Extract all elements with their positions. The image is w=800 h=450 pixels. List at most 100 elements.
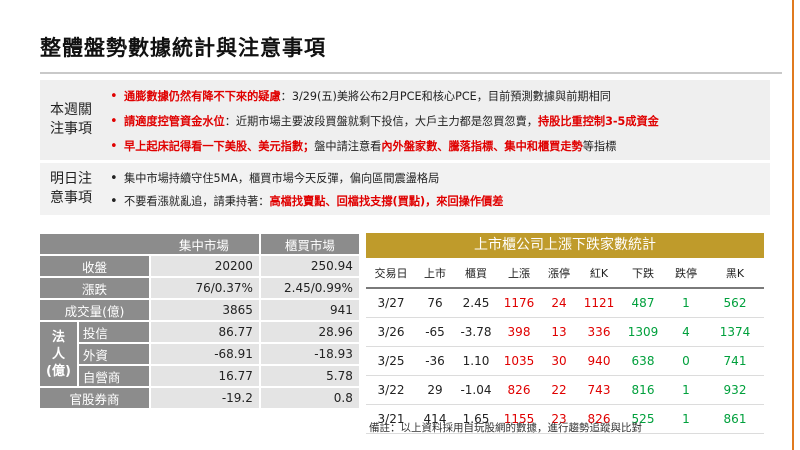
table-cell: 23 bbox=[540, 404, 578, 434]
row-label: 官股券商 bbox=[40, 388, 149, 408]
table-cell: 940 bbox=[578, 346, 620, 376]
weekly-note-emphasis: 請適度控管資金水位 bbox=[124, 115, 225, 128]
table-cell: 414 bbox=[416, 404, 454, 434]
twse-value: 16.77 bbox=[148, 366, 259, 386]
header-cell: 櫃買 bbox=[454, 258, 498, 289]
header-cell: 黑K bbox=[706, 258, 764, 289]
table-cell: 3/27 bbox=[366, 288, 416, 318]
weekly-note-text: 等指標 bbox=[582, 140, 617, 153]
table-cell: 816 bbox=[620, 375, 666, 405]
weekly-note-emphasis: 通膨數據仍然有降不下來的疑慮 bbox=[124, 90, 281, 103]
table-row: 3/22 29 -1.04 826 22 743 816 1 932 bbox=[366, 375, 764, 405]
weekly-notes-label-text: 本週關 注事項 bbox=[50, 102, 92, 137]
table-cell: 0 bbox=[666, 346, 706, 376]
table-cell: 1.10 bbox=[454, 346, 498, 376]
institutional-label-text: 法人 (億) bbox=[46, 329, 71, 379]
twse-value: 3865 bbox=[148, 300, 259, 320]
weekly-note-item: 通膨數據仍然有降不下來的疑慮：3/29(五)美將公布2月PCE和核心PCE，目前… bbox=[110, 84, 762, 109]
table-row: 3/25 -36 1.10 1035 30 940 638 0 741 bbox=[366, 346, 764, 376]
table-cell: 2.45 bbox=[454, 288, 498, 318]
table-cell: 1.65 bbox=[454, 404, 498, 434]
table-cell: 932 bbox=[706, 375, 764, 405]
table-cell: 3/22 bbox=[366, 375, 416, 405]
otc-value: -18.93 bbox=[258, 344, 359, 364]
table-cell: -3.78 bbox=[454, 317, 498, 347]
otc-value: 941 bbox=[258, 300, 359, 320]
table-row: 收盤 20200 250.94 bbox=[40, 256, 359, 276]
table-cell: 24 bbox=[540, 288, 578, 318]
table-cell: 4 bbox=[666, 317, 706, 347]
table-cell: 741 bbox=[706, 346, 764, 376]
table-cell: 1 bbox=[666, 404, 706, 434]
table-cell: -65 bbox=[416, 317, 454, 347]
weekly-note-text: ：3/29(五)美將公布2月PCE和核心PCE，目前預測數據與前期相同 bbox=[280, 90, 611, 103]
header-cell: 紅K bbox=[578, 258, 620, 289]
otc-value: 0.8 bbox=[258, 388, 359, 408]
advance-decline-panel: 上市櫃公司上漲下跌家數統計 交易日 上市 櫃買 上漲 漲停 紅K 下跌 跌停 黑K 3/27 76… bbox=[366, 233, 764, 434]
otc-value: 250.94 bbox=[258, 256, 359, 276]
table-cell: 562 bbox=[706, 288, 764, 318]
row-label: 成交量(億) bbox=[40, 300, 149, 320]
table-row: 外資 -68.91 -18.93 bbox=[40, 344, 359, 364]
row-label: 漲跌 bbox=[40, 278, 149, 298]
table-cell: 826 bbox=[578, 404, 620, 434]
weekly-note-item: 早上起床記得看一下美股、美元指數；盤中請注意看內外盤家數、騰落指標、集中和櫃買走… bbox=[110, 134, 762, 159]
institutional-label: 法人 (億) bbox=[40, 322, 79, 386]
tomorrow-notes-label-text: 明日注 意事項 bbox=[50, 171, 92, 206]
table-cell: 29 bbox=[416, 375, 454, 405]
table-cell: 1155 bbox=[498, 404, 540, 434]
table-cell: 1035 bbox=[498, 346, 540, 376]
weekly-note-text: ：近期市場主要波段買盤就剩下投信，大戶主力都是忽買忽賣， bbox=[224, 115, 538, 128]
header-cell: 跌停 bbox=[666, 258, 706, 289]
table-cell: 487 bbox=[620, 288, 666, 318]
header-cell: 漲停 bbox=[540, 258, 578, 289]
tomorrow-note-item: 集中市場持續守住5MA，櫃買市場今天反彈，偏向區間震盪格局 bbox=[110, 167, 762, 190]
weekly-note-emphasis: 內外盤家數、騰落指標、集中和櫃買走勢 bbox=[381, 140, 583, 153]
header-cell bbox=[40, 234, 149, 254]
tomorrow-note-text: 集中市場持續守住5MA，櫃買市場今天反彈，偏向區間震盪格局 bbox=[124, 172, 440, 185]
table-cell: 1121 bbox=[578, 288, 620, 318]
otc-value: 5.78 bbox=[258, 366, 359, 386]
table-cell: 826 bbox=[498, 375, 540, 405]
table-cell: 3/21 bbox=[366, 404, 416, 434]
twse-value: 86.77 bbox=[148, 322, 259, 342]
header-cell: 交易日 bbox=[366, 258, 416, 289]
table-cell: -36 bbox=[416, 346, 454, 376]
table-row: 成交量(億) 3865 941 bbox=[40, 300, 359, 320]
data-source-footnote: 備註：以上資料採用自玩股網的數據，進行趨勢追蹤與比對 bbox=[369, 422, 642, 434]
table-cell: 525 bbox=[620, 404, 666, 434]
tomorrow-notes-label: 明日注 意事項 bbox=[40, 163, 102, 215]
advance-decline-title: 上市櫃公司上漲下跌家數統計 bbox=[366, 233, 764, 258]
tomorrow-notes-list: 集中市場持續守住5MA，櫃買市場今天反彈，偏向區間震盪格局 不要看漲就亂追，請秉… bbox=[110, 167, 762, 213]
twse-value: 76/0.37% bbox=[148, 278, 259, 298]
table-cell: -1.04 bbox=[454, 375, 498, 405]
twse-value: -68.91 bbox=[148, 344, 259, 364]
row-label: 外資 bbox=[78, 344, 149, 364]
table-row: 3/21 414 1.65 1155 23 826 525 1 861 bbox=[366, 404, 764, 434]
table-cell: 1374 bbox=[706, 317, 764, 347]
table-cell: 76 bbox=[416, 288, 454, 318]
row-label: 收盤 bbox=[40, 256, 149, 276]
weekly-note-text: 盤中請注意看 bbox=[314, 140, 382, 153]
row-label: 投信 bbox=[78, 322, 149, 342]
title-divider bbox=[40, 72, 782, 74]
table-row: 法人 (億) 投信 86.77 28.96 bbox=[40, 322, 359, 386]
weekly-note-emphasis: 早上起床記得看一下美股、美元指數； bbox=[124, 140, 315, 153]
table-row: 官股券商 -19.2 0.8 bbox=[40, 388, 359, 408]
table-cell: 13 bbox=[540, 317, 578, 347]
table-cell: 30 bbox=[540, 346, 578, 376]
header-cell: 下跌 bbox=[620, 258, 666, 289]
table-cell: 1 bbox=[666, 375, 706, 405]
table-cell: 1 bbox=[666, 288, 706, 318]
weekly-notes-list: 通膨數據仍然有降不下來的疑慮：3/29(五)美將公布2月PCE和核心PCE，目前… bbox=[110, 84, 762, 159]
right-edge-bar bbox=[792, 0, 794, 450]
otc-value: 28.96 bbox=[258, 322, 359, 342]
table-cell: 398 bbox=[498, 317, 540, 347]
weekly-notes-label: 本週關 注事項 bbox=[40, 80, 102, 160]
market-summary-table: 集中市場 櫃買市場 收盤 20200 250.94 漲跌 76/0.37% 2.… bbox=[40, 232, 359, 410]
table-row: 3/26 -65 -3.78 398 13 336 1309 4 1374 bbox=[366, 317, 764, 347]
table-cell: 638 bbox=[620, 346, 666, 376]
otc-value: 2.45/0.99% bbox=[258, 278, 359, 298]
tomorrow-note-item: 不要看漲就亂追，請秉持著：高檔找賣點、回檔找支撐(買點)，來回操作價差 bbox=[110, 190, 762, 213]
